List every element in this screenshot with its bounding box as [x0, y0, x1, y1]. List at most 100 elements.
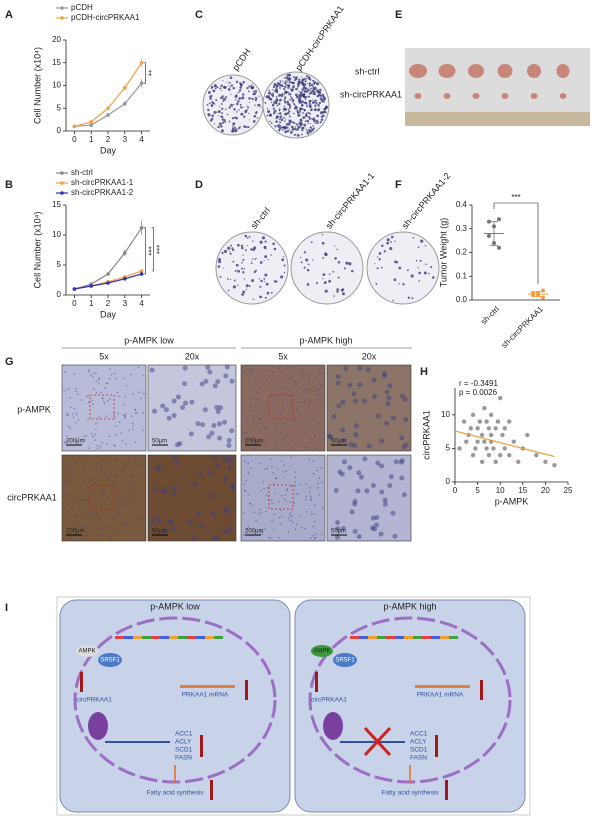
colony	[283, 271, 286, 274]
colony	[289, 104, 292, 107]
colony	[394, 240, 396, 242]
colony	[230, 244, 232, 247]
nucleus	[298, 514, 301, 517]
nucleus	[121, 439, 124, 442]
colony	[307, 95, 310, 98]
dna-segment	[377, 636, 386, 639]
nucleus	[172, 454, 178, 460]
colony	[207, 91, 211, 94]
colony	[237, 269, 240, 273]
nucleus	[271, 502, 274, 505]
colony	[222, 79, 224, 82]
point	[72, 124, 77, 129]
colony	[378, 258, 381, 261]
colony	[239, 103, 242, 106]
colony	[322, 273, 326, 276]
nucleus	[126, 497, 129, 500]
colony	[216, 86, 219, 89]
colony	[302, 85, 304, 87]
colony	[221, 95, 225, 98]
colony	[208, 102, 211, 105]
nucleus	[215, 409, 221, 415]
colony	[284, 76, 286, 78]
colony	[227, 278, 229, 280]
nucleus	[306, 510, 308, 513]
nucleus	[199, 381, 205, 387]
colony	[285, 123, 289, 126]
nucleus	[69, 397, 71, 399]
protein-label: SRSF1	[335, 658, 355, 664]
nucleus	[387, 483, 393, 489]
nucleus	[87, 501, 90, 504]
nucleus	[104, 512, 107, 514]
nucleus	[314, 435, 316, 437]
colony	[378, 252, 382, 255]
legend-marker	[60, 171, 64, 175]
nucleus	[115, 377, 117, 380]
nucleus	[399, 435, 405, 441]
colony	[310, 87, 312, 90]
nucleus	[300, 526, 303, 529]
nucleus	[249, 437, 251, 440]
colony	[227, 246, 231, 250]
nucleus	[309, 401, 311, 403]
colony	[234, 95, 238, 98]
nucleus	[69, 470, 71, 472]
colony	[374, 263, 376, 265]
nucleus	[134, 409, 136, 411]
colony	[299, 109, 301, 112]
colony	[389, 246, 393, 251]
dna-segment	[169, 636, 178, 639]
nucleus	[137, 494, 140, 496]
nucleus	[73, 407, 75, 410]
nucleus	[73, 462, 76, 464]
nucleus	[265, 442, 267, 445]
nucleus	[275, 430, 277, 432]
colony	[238, 89, 242, 92]
nucleus	[117, 395, 120, 398]
colony	[283, 88, 286, 91]
nucleus	[382, 501, 388, 507]
point	[123, 85, 127, 90]
nucleus	[80, 399, 83, 401]
nucleus	[95, 428, 97, 431]
nucleus	[294, 417, 297, 420]
colony	[287, 79, 289, 81]
nucleus	[286, 488, 288, 490]
nucleus	[222, 476, 228, 482]
nucleus	[264, 369, 267, 371]
nucleus	[140, 459, 142, 461]
output-label: Fatty acid synthesis	[381, 790, 439, 797]
nucleus	[390, 510, 396, 516]
colony	[294, 106, 297, 110]
point	[139, 272, 144, 276]
nucleus	[95, 372, 97, 375]
nucleus	[96, 514, 99, 517]
colony	[341, 292, 345, 296]
plate	[290, 231, 364, 305]
nucleus	[316, 469, 318, 472]
nucleus	[279, 522, 282, 525]
nucleus	[266, 467, 268, 470]
colony	[264, 255, 268, 259]
point	[484, 446, 489, 451]
bracket	[151, 227, 154, 272]
colony	[241, 97, 244, 99]
panel-letter: E	[395, 9, 402, 21]
dna-segment	[187, 636, 196, 639]
rna-label: PRKAA1 mRNA	[417, 692, 464, 699]
nucleus	[399, 458, 405, 464]
nucleus	[263, 439, 266, 441]
colony	[291, 81, 294, 85]
nucleus	[370, 482, 376, 488]
nucleus	[209, 493, 215, 499]
colony	[336, 288, 339, 291]
nucleus	[318, 477, 321, 479]
nucleus	[210, 536, 216, 542]
cell-title: p-AMPK high	[383, 601, 436, 611]
colony	[252, 120, 256, 123]
x-tick-label: 0	[72, 299, 77, 308]
nucleus	[67, 414, 69, 417]
colony	[217, 265, 221, 268]
colony	[345, 261, 349, 265]
